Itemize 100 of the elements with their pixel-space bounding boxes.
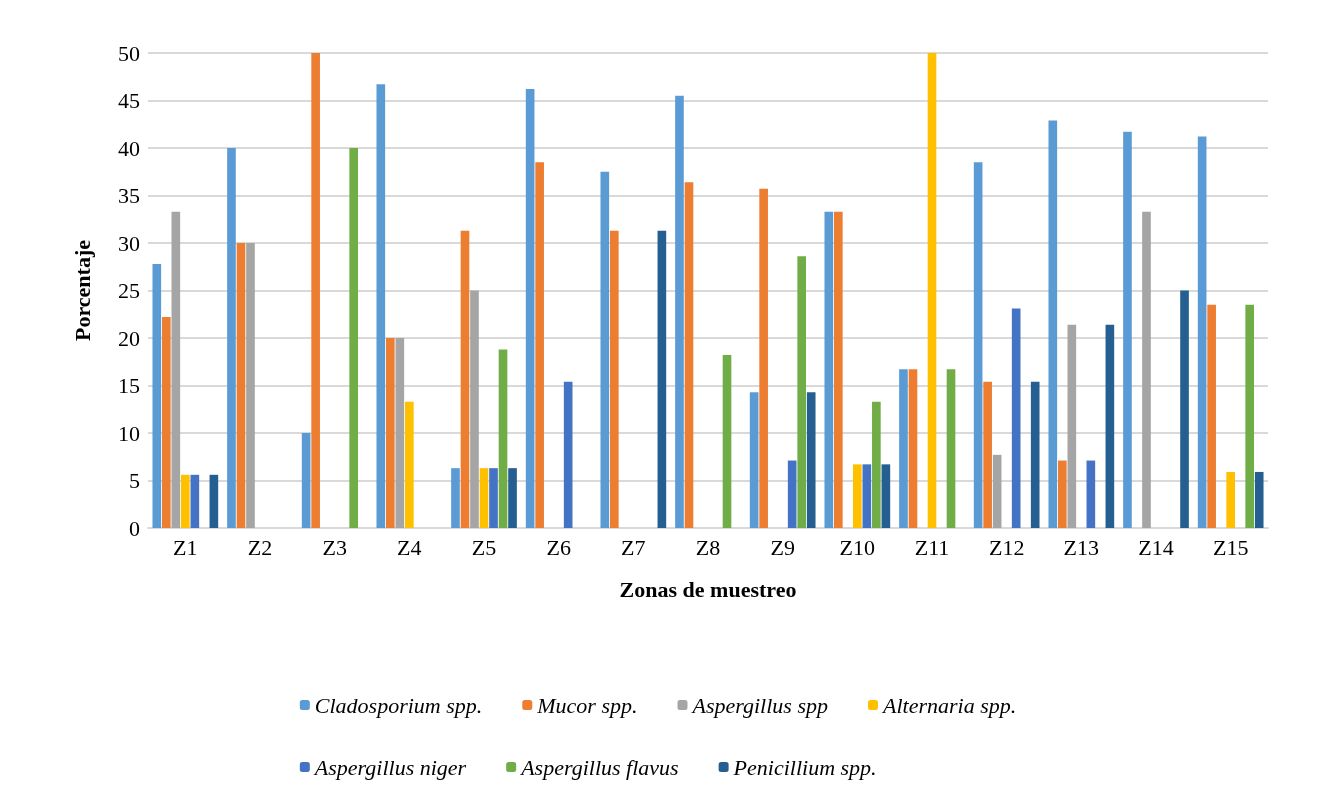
bar <box>227 148 236 528</box>
bar <box>1207 304 1216 528</box>
bar <box>833 211 843 528</box>
y-axis-title: Porcentaje <box>69 239 95 341</box>
bar <box>498 349 508 528</box>
bar <box>722 355 732 528</box>
x-tick-label: Z9 <box>770 534 795 560</box>
bar <box>246 243 255 528</box>
bar <box>881 464 891 528</box>
bar <box>684 182 694 528</box>
bar <box>862 464 872 528</box>
bar <box>1086 460 1096 528</box>
y-tick-label: 35 <box>118 183 140 208</box>
bar <box>451 468 460 528</box>
bar <box>301 433 311 528</box>
bar <box>1254 471 1264 528</box>
bar <box>161 317 171 528</box>
legend-label: Penicillium spp. <box>732 754 877 780</box>
bar <box>1030 381 1040 528</box>
bar <box>675 95 684 528</box>
bar <box>899 369 908 528</box>
bar <box>311 53 320 528</box>
x-tick-label: Z7 <box>621 534 646 560</box>
bar <box>759 188 768 528</box>
bar <box>1245 304 1255 528</box>
bar <box>946 369 956 528</box>
bar <box>349 148 359 528</box>
bar <box>824 211 834 528</box>
bar <box>470 290 479 528</box>
y-tick-label: 20 <box>118 325 140 351</box>
x-tick-label: Z4 <box>397 534 422 560</box>
bar <box>806 392 816 528</box>
y-tick-label: 5 <box>129 468 140 493</box>
bar <box>1226 471 1235 528</box>
y-tick-label: 40 <box>118 135 140 161</box>
legend-label: Aspergillus niger <box>312 754 467 780</box>
bar <box>983 381 992 528</box>
x-tick-label: Z15 <box>1212 534 1249 560</box>
bar <box>1067 324 1077 528</box>
x-tick-label: Z1 <box>173 534 198 560</box>
bar <box>853 464 862 528</box>
bar <box>236 243 246 528</box>
legend-label: Aspergillus flavus <box>519 754 679 780</box>
bar <box>563 381 573 528</box>
x-tick-label: Z2 <box>247 534 273 560</box>
bar <box>1142 211 1151 528</box>
bar <box>479 468 489 528</box>
bar <box>405 401 414 528</box>
bar <box>460 230 470 528</box>
bar <box>395 338 405 528</box>
bar <box>1048 120 1058 528</box>
bar <box>657 230 667 528</box>
x-tick-label: Z14 <box>1138 534 1174 560</box>
bar <box>152 263 162 528</box>
bar <box>508 468 517 528</box>
x-tick-label: Z13 <box>1063 534 1100 560</box>
y-tick-label: 10 <box>118 420 140 446</box>
bar <box>535 162 544 528</box>
x-axis-title: Zonas de muestreo <box>619 576 797 602</box>
bar <box>181 474 190 528</box>
bar <box>609 230 619 528</box>
legend-label: Aspergillus spp <box>690 692 828 718</box>
bar <box>1011 308 1021 528</box>
legend-label: Mucor spp. <box>536 692 638 718</box>
bar <box>927 53 937 528</box>
y-tick-label: 15 <box>118 373 140 398</box>
bar <box>872 401 881 528</box>
x-tick-label: Z3 <box>322 534 347 560</box>
bar <box>190 474 200 528</box>
bar <box>600 171 610 528</box>
legend-label: Cladosporium spp. <box>314 692 483 718</box>
y-tick-label: 50 <box>118 40 140 66</box>
bar <box>749 392 759 528</box>
bar <box>1057 460 1067 528</box>
x-tick-label: Z10 <box>839 534 876 560</box>
y-tick-label: 30 <box>118 230 140 256</box>
bar <box>1105 324 1115 528</box>
bar <box>489 468 498 528</box>
bar <box>787 460 797 528</box>
bar <box>1180 290 1189 528</box>
bar <box>209 474 219 528</box>
bar <box>525 89 535 528</box>
x-tick-label: Z12 <box>988 534 1025 560</box>
bar <box>385 338 395 528</box>
x-tick-label: Z11 <box>914 534 950 560</box>
y-tick-label: 45 <box>118 88 140 113</box>
x-tick-label: Z6 <box>546 534 571 560</box>
x-tick-label: Z8 <box>695 534 721 560</box>
bar <box>797 256 807 528</box>
bar <box>1197 136 1207 528</box>
y-tick-label: 0 <box>129 515 140 541</box>
legend-label: Alternaria spp. <box>880 692 1017 718</box>
bar <box>376 84 386 528</box>
x-tick-label: Z5 <box>471 534 497 560</box>
bar <box>1123 131 1132 528</box>
y-tick-label: 25 <box>118 278 140 303</box>
bar <box>908 369 918 528</box>
bar <box>171 211 181 528</box>
bar <box>992 454 1002 528</box>
bar <box>973 162 983 528</box>
